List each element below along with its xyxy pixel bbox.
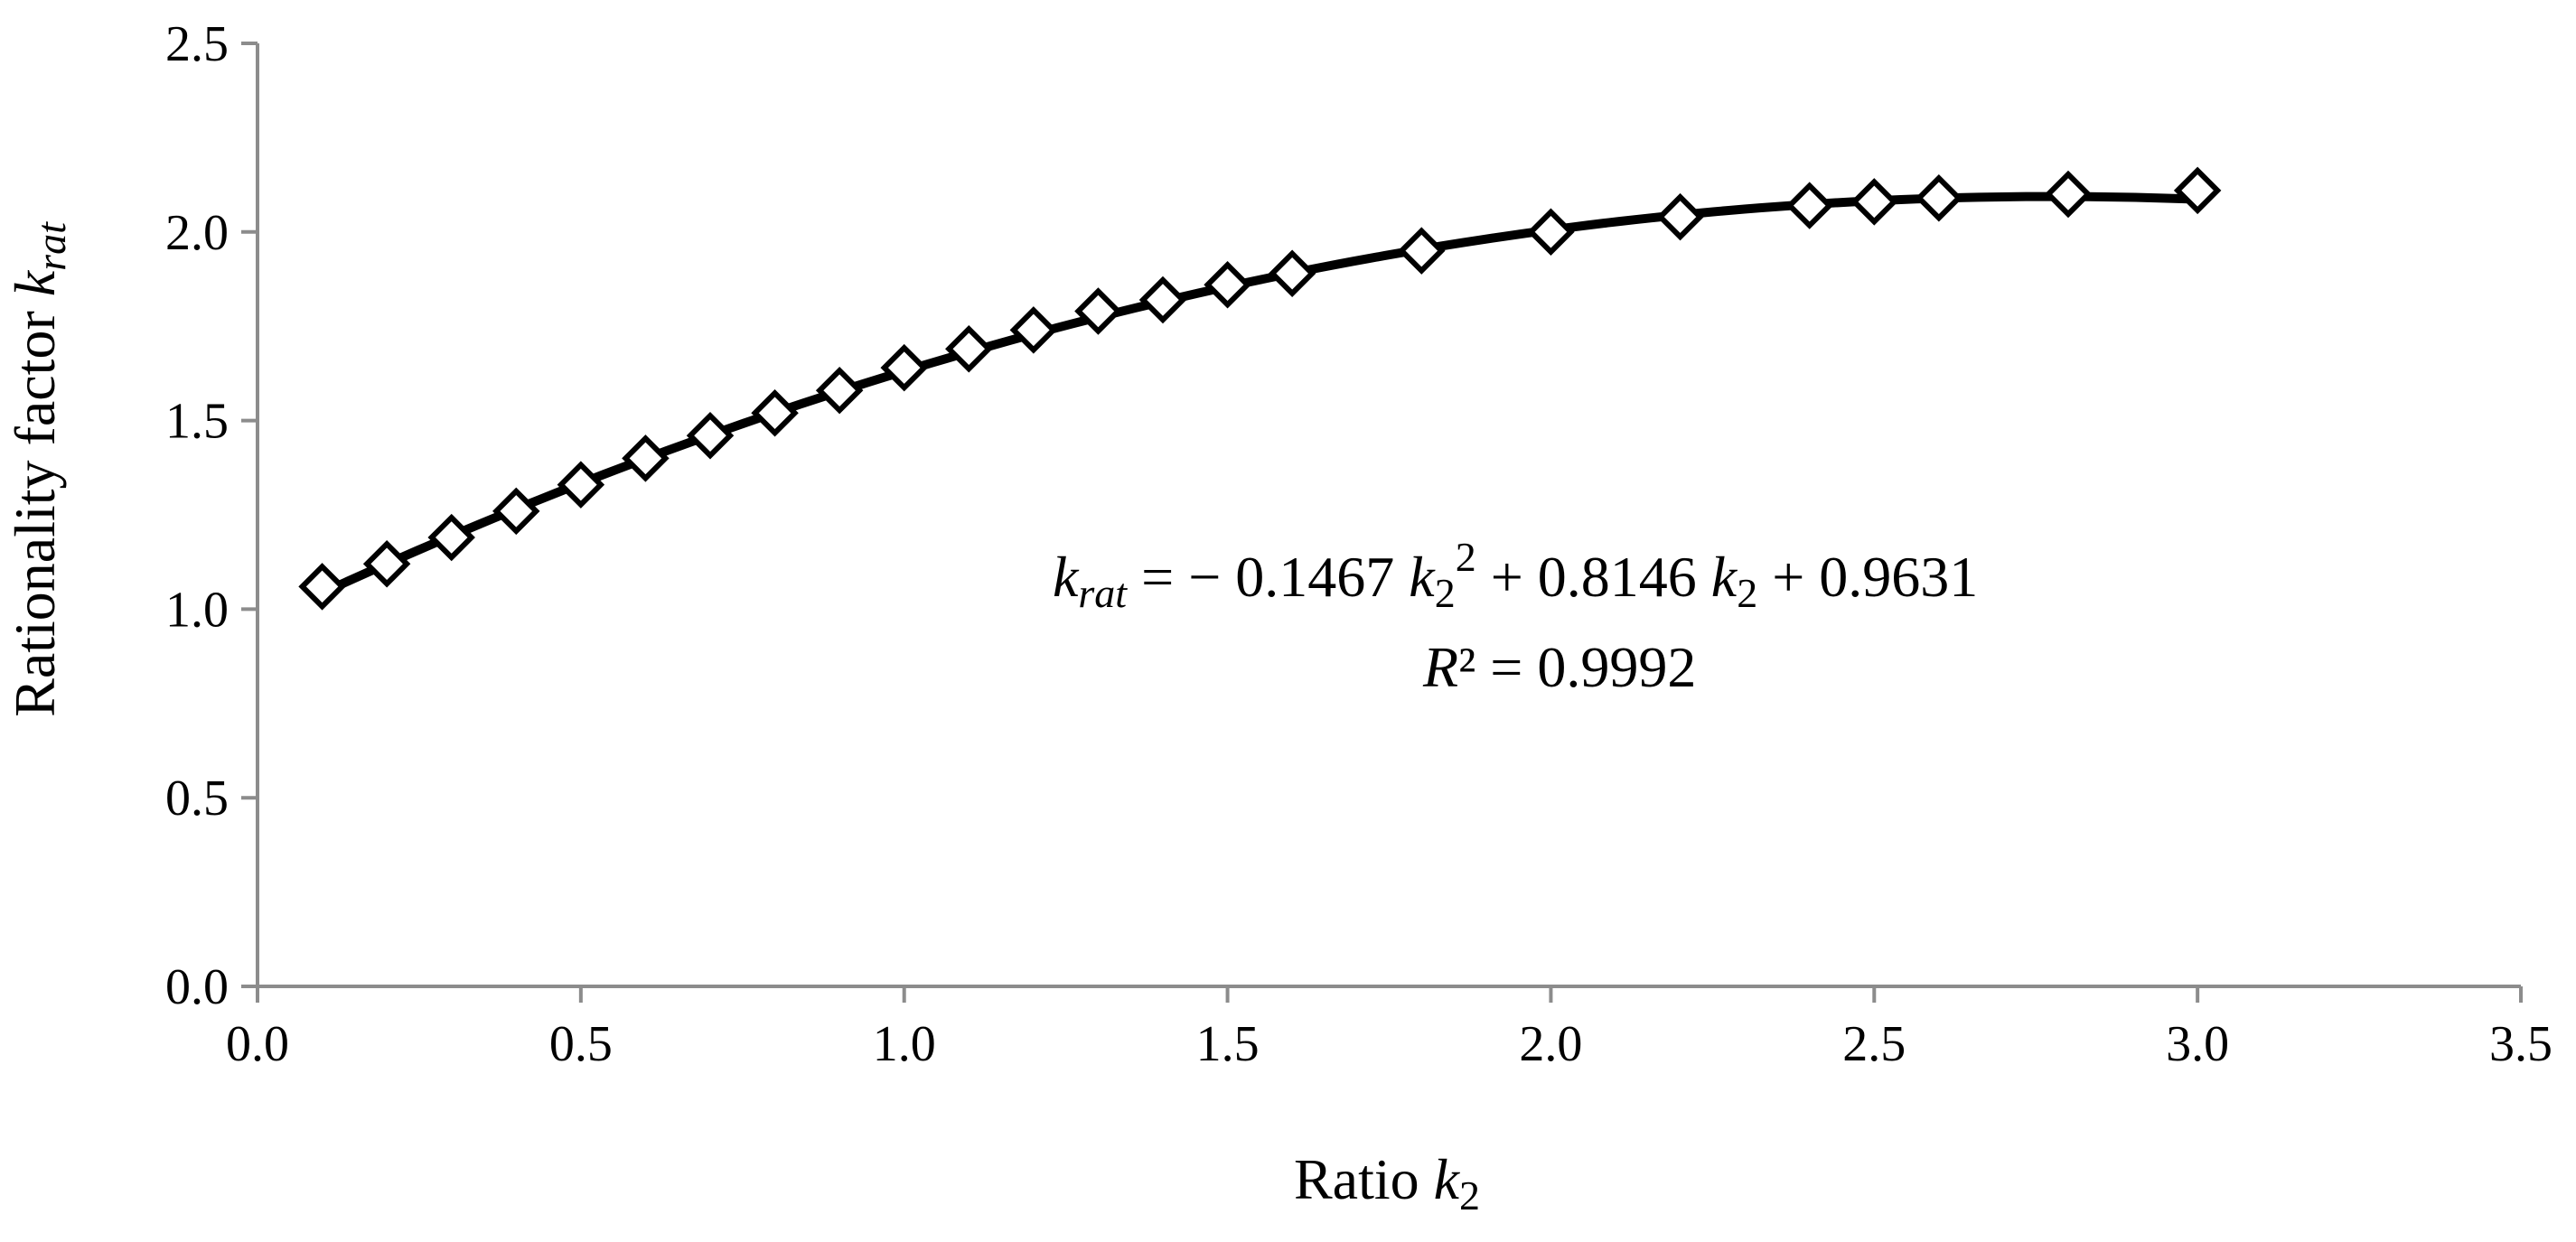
y-tick-label: 1.5 [165,394,229,450]
x-tick-label: 0.0 [226,1016,289,1072]
data-point [622,434,670,482]
x-tick-label: 2.5 [1842,1016,1906,1072]
x-axis-title: Ratio k2 [1294,1147,1480,1219]
data-point [2044,170,2093,219]
x-tick-label: 3.0 [2166,1016,2229,1072]
x-tick-label: 0.5 [549,1016,613,1072]
x-tick-label: 1.5 [1196,1016,1260,1072]
data-point [557,461,605,509]
data-point [686,412,735,460]
data-point [2173,166,2222,215]
data-point [815,366,864,415]
data-point [751,389,799,437]
x-tick-label: 2.0 [1519,1016,1582,1072]
y-tick-label: 2.5 [165,16,229,72]
y-tick-label: 2.0 [165,205,229,261]
data-point [1656,192,1704,241]
y-tick-label: 0.5 [165,770,229,826]
data-point [1915,173,1963,222]
data-point [1785,182,1833,229]
y-tick-label: 1.0 [165,582,229,638]
data-point [1268,249,1316,297]
data-point [362,540,411,588]
data-point [1527,208,1575,257]
data-point [298,563,346,611]
data-point [1398,227,1446,275]
data-point [1009,306,1058,354]
data-point [427,513,475,562]
y-axis-title: Rationality factor krat [3,221,74,717]
y-tick-label: 0.0 [165,959,229,1015]
x-tick-label: 1.0 [873,1016,936,1072]
data-point [1204,261,1251,309]
data-point [945,325,993,373]
data-point [1138,275,1187,324]
trendline [317,191,2203,598]
trendline-equation: krat = − 0.1467 k22 + 0.8146 k2 + 0.9631 [1053,534,1978,616]
data-point [880,343,928,392]
trendline-layer [317,191,2203,598]
axes: 0.0 0.5 1.0 1.5 2.0 2.5 0.0 0.5 1.0 1.5 2.0 2.5 3.0 3… [165,16,2553,1072]
x-tick-label: 3.5 [2489,1016,2553,1072]
data-points [298,166,2222,611]
data-point [492,487,540,536]
r-squared-label: R² = 0.9992 [1422,635,1696,699]
data-point [1074,287,1122,335]
data-point [1850,178,1898,226]
